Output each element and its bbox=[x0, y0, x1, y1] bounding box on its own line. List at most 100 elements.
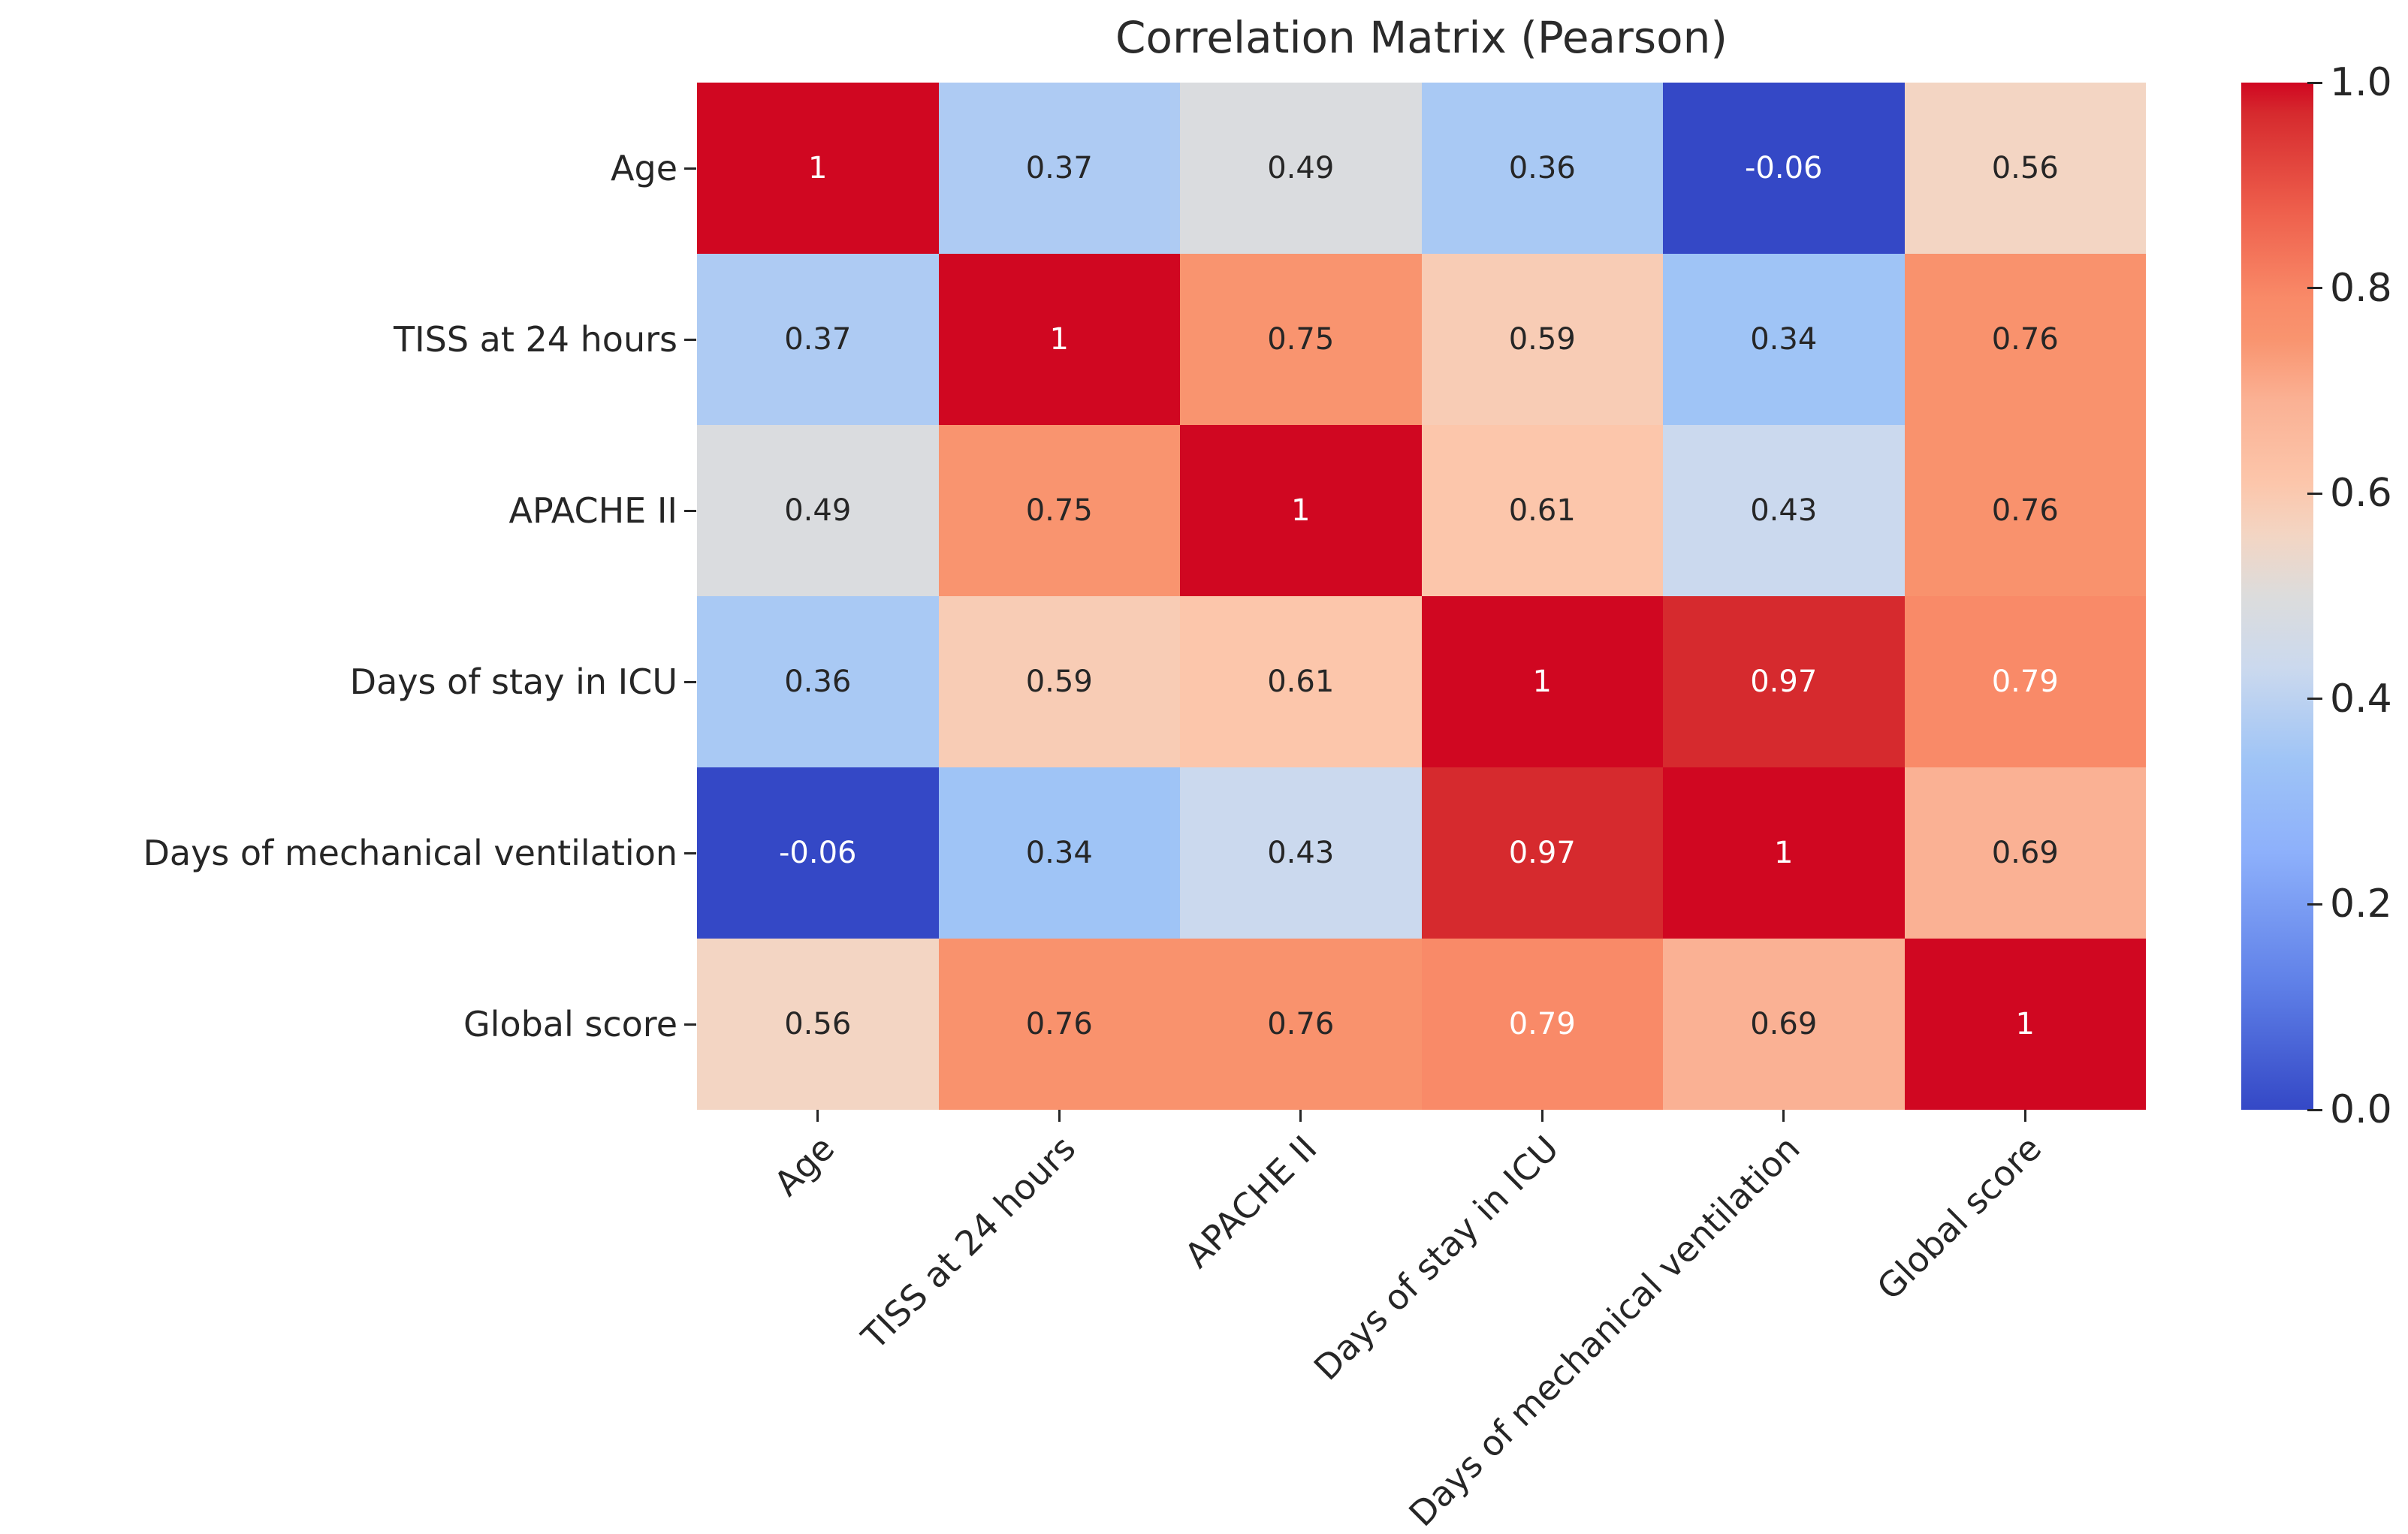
cell-value: 1 bbox=[1291, 493, 1311, 528]
x-tick-label: APACHE II bbox=[1177, 1128, 1325, 1276]
heatmap-cell: 1 bbox=[1904, 939, 2146, 1110]
heatmap-cell: 0.75 bbox=[938, 425, 1180, 596]
y-tick-label: Days of mechanical ventilation bbox=[143, 833, 677, 873]
cell-value: 0.76 bbox=[1267, 1007, 1335, 1041]
y-axis-tick bbox=[684, 680, 696, 683]
cell-value: 0.37 bbox=[784, 322, 852, 357]
cell-value: -0.06 bbox=[779, 836, 857, 870]
cell-value: -0.06 bbox=[1745, 151, 1823, 185]
heatmap-cell: 0.37 bbox=[938, 83, 1180, 254]
y-axis-tick bbox=[684, 1023, 696, 1026]
colorbar-tick bbox=[2307, 1108, 2322, 1111]
x-axis-tick bbox=[1782, 1110, 1785, 1122]
cell-value: 0.76 bbox=[1025, 1007, 1093, 1041]
cell-value: 0.49 bbox=[784, 493, 852, 528]
cell-value: 0.56 bbox=[1991, 151, 2059, 185]
cell-value: 0.61 bbox=[1508, 493, 1576, 528]
y-tick-label: TISS at 24 hours bbox=[393, 319, 677, 360]
heatmap-cell: 0.56 bbox=[1904, 83, 2146, 254]
heatmap-cell: 0.97 bbox=[1663, 596, 1905, 767]
heatmap-cell: 1 bbox=[1663, 767, 1905, 939]
cell-value: 0.75 bbox=[1025, 493, 1093, 528]
x-axis-tick bbox=[1058, 1110, 1061, 1122]
cell-value: 1 bbox=[808, 151, 828, 185]
correlation-heatmap-figure: Correlation Matrix (Pearson) 1 0.37 0.49 0.… bbox=[143, 12, 2392, 1534]
cell-value: 0.37 bbox=[1025, 151, 1093, 185]
colorbar-gradient bbox=[2241, 83, 2313, 1110]
cell-value: 0.76 bbox=[1991, 493, 2059, 528]
cell-value: 0.34 bbox=[1025, 836, 1093, 870]
x-axis-tick bbox=[2023, 1110, 2026, 1122]
chart-title: Correlation Matrix (Pearson) bbox=[1115, 12, 1728, 63]
colorbar-tick-label: 0.0 bbox=[2330, 1087, 2392, 1132]
cell-value: 0.36 bbox=[784, 665, 852, 699]
x-tick-label: TISS at 24 hours bbox=[853, 1128, 1084, 1358]
colorbar-tick-label: 1.0 bbox=[2330, 60, 2392, 105]
colorbar-tick-label: 0.4 bbox=[2330, 676, 2392, 722]
colorbar-tick-label: 0.8 bbox=[2330, 265, 2392, 311]
colorbar-tick-label: 0.2 bbox=[2330, 882, 2392, 927]
x-tick-label: Days of mechanical ventilation bbox=[1401, 1128, 1808, 1534]
cell-value: 1 bbox=[1532, 665, 1552, 699]
x-tick-label: Global score bbox=[1869, 1128, 2050, 1308]
heatmap-grid: 1 0.37 0.49 0.36 -0.06 0.56 0.37 1 0.75 0.59 0.34 0… bbox=[697, 83, 2146, 1110]
cell-value: 0.79 bbox=[1991, 665, 2059, 699]
cell-value: 1 bbox=[2015, 1007, 2035, 1041]
heatmap-cell: 0.49 bbox=[697, 425, 939, 596]
y-tick-label: Age bbox=[611, 148, 677, 188]
heatmap-cell: 0.79 bbox=[1421, 939, 1663, 1110]
colorbar-tick bbox=[2307, 81, 2322, 84]
cell-value: 0.76 bbox=[1991, 322, 2059, 357]
cell-value: 0.36 bbox=[1508, 151, 1576, 185]
heatmap-cell: 1 bbox=[1421, 596, 1663, 767]
heatmap-cell: 0.49 bbox=[1180, 83, 1422, 254]
y-tick-label: Days of stay in ICU bbox=[349, 662, 677, 702]
cell-value: 0.43 bbox=[1750, 493, 1818, 528]
x-tick-label: Days of stay in ICU bbox=[1305, 1128, 1567, 1388]
colorbar-tick bbox=[2307, 698, 2322, 701]
cell-value: 0.34 bbox=[1750, 322, 1818, 357]
heatmap-cell: 0.61 bbox=[1421, 425, 1663, 596]
heatmap-cell: -0.06 bbox=[697, 767, 939, 939]
heatmap-cell: 0.43 bbox=[1663, 425, 1905, 596]
cell-value: 0.97 bbox=[1750, 665, 1818, 699]
cell-value: 0.59 bbox=[1025, 665, 1093, 699]
heatmap-cell: 0.76 bbox=[1904, 254, 2146, 425]
cell-value: 0.97 bbox=[1508, 836, 1576, 870]
x-tick-label: Age bbox=[765, 1128, 842, 1204]
heatmap-cell: 0.75 bbox=[1180, 254, 1422, 425]
heatmap-cell: 0.59 bbox=[938, 596, 1180, 767]
heatmap-cell: 0.97 bbox=[1421, 767, 1663, 939]
heatmap-cell: 0.43 bbox=[1180, 767, 1422, 939]
heatmap-cell: 0.37 bbox=[697, 254, 939, 425]
cell-value: 0.43 bbox=[1267, 836, 1335, 870]
heatmap-cell: 0.61 bbox=[1180, 596, 1422, 767]
cell-value: 1 bbox=[1774, 836, 1794, 870]
heatmap-cell: 0.34 bbox=[1663, 254, 1905, 425]
cell-value: 0.61 bbox=[1267, 665, 1335, 699]
heatmap-cell: 0.79 bbox=[1904, 596, 2146, 767]
colorbar-tick bbox=[2307, 903, 2322, 906]
y-axis-tick bbox=[684, 509, 696, 512]
heatmap-cell: 0.56 bbox=[697, 939, 939, 1110]
x-axis-tick bbox=[1299, 1110, 1302, 1122]
y-tick-label: Global score bbox=[463, 1004, 677, 1044]
cell-value: 0.79 bbox=[1508, 1007, 1576, 1041]
colorbar-tick bbox=[2307, 492, 2322, 495]
heatmap-cell: 0.69 bbox=[1904, 767, 2146, 939]
heatmap-cell: 0.76 bbox=[1904, 425, 2146, 596]
heatmap-cell: -0.06 bbox=[1663, 83, 1905, 254]
cell-value: 0.69 bbox=[1750, 1007, 1818, 1041]
cell-value: 0.69 bbox=[1991, 836, 2059, 870]
heatmap-cell: 0.36 bbox=[697, 596, 939, 767]
heatmap-cell: 1 bbox=[1180, 425, 1422, 596]
y-axis-tick bbox=[684, 167, 696, 170]
heatmap-cell: 0.34 bbox=[938, 767, 1180, 939]
heatmap-cell: 1 bbox=[697, 83, 939, 254]
heatmap-cell: 0.69 bbox=[1663, 939, 1905, 1110]
y-tick-label: APACHE II bbox=[508, 490, 677, 531]
y-axis-tick bbox=[684, 338, 696, 341]
heatmap-cell: 0.76 bbox=[1180, 939, 1422, 1110]
heatmap-cell: 0.59 bbox=[1421, 254, 1663, 425]
cell-value: 0.75 bbox=[1267, 322, 1335, 357]
